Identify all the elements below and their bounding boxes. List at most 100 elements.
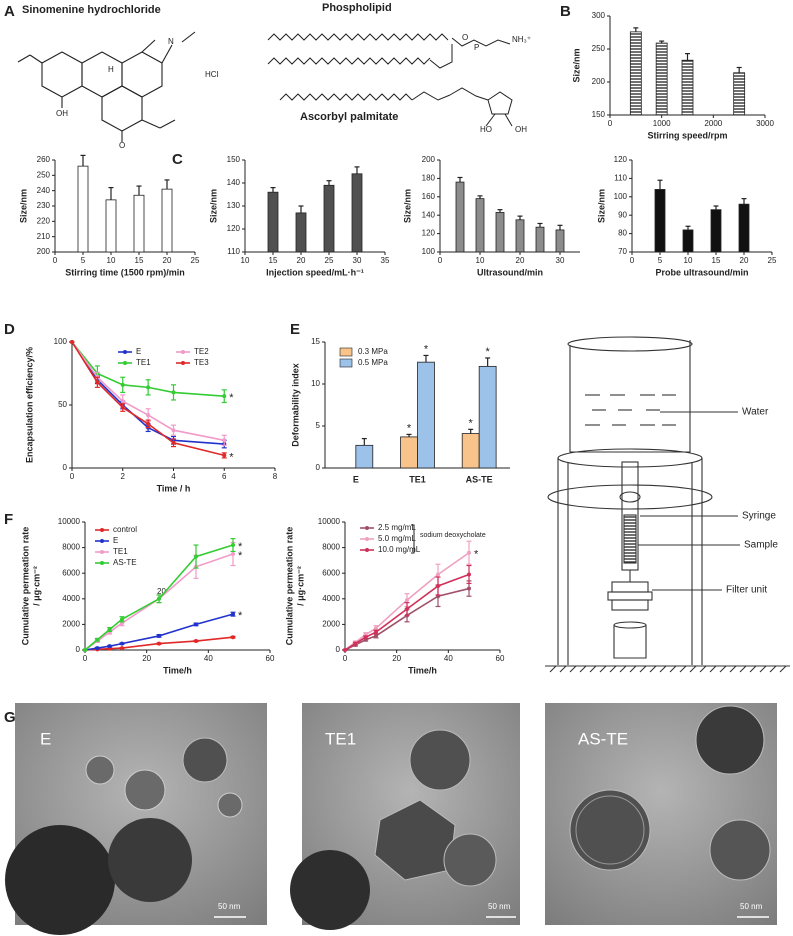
- micrograph: [108, 818, 192, 902]
- y-tick-label: 90: [618, 210, 627, 219]
- y-tick-label: 10000: [318, 517, 341, 526]
- micrograph: [85, 755, 115, 785]
- marker: [467, 572, 471, 577]
- sinomenine-structure: [41, 51, 83, 98]
- x-tick-label: 20: [297, 256, 306, 265]
- legend-marker: [365, 537, 369, 541]
- bar: [478, 365, 497, 469]
- marker: [374, 630, 378, 635]
- x-tick-label: 20: [516, 256, 525, 265]
- y-axis-label: Cumulative permeation rate: [284, 527, 294, 646]
- y-tick-label: 8000: [62, 543, 80, 552]
- micrograph: [709, 819, 771, 881]
- y-tick-label: 100: [54, 337, 68, 346]
- apparatus-drawing: [613, 625, 647, 659]
- y-tick-label: 0: [63, 463, 68, 472]
- micrograph: [182, 737, 228, 783]
- x-tick-label: 0: [438, 256, 443, 265]
- x-tick-label: TE1: [409, 474, 426, 484]
- micrograph: [575, 795, 645, 865]
- marker: [231, 543, 235, 548]
- annotation: 20: [157, 587, 166, 596]
- apparatus-drawing: [545, 336, 790, 673]
- scale-label: 50 nm: [488, 902, 511, 911]
- x-tick-label: 1000: [653, 119, 671, 128]
- atom-label: O: [462, 33, 468, 42]
- micrograph-label: AS-TE: [578, 729, 628, 748]
- x-axis-label: Stirring time (1500 rpm)/min: [65, 267, 185, 277]
- bar: [323, 184, 335, 253]
- y-tick-label: 150: [227, 155, 241, 164]
- y-tick-label: 120: [614, 155, 628, 164]
- significance-mark: *: [229, 392, 234, 404]
- panel-label: A: [4, 3, 15, 20]
- sinomenine-structure: [161, 44, 173, 64]
- x-tick-label: 20: [142, 654, 151, 663]
- marker: [171, 428, 176, 433]
- y-tick-label: 140: [227, 178, 241, 187]
- y-tick-label: 250: [37, 170, 51, 179]
- marker: [107, 627, 112, 632]
- apparatus-label: Water: [742, 407, 769, 418]
- bar: [400, 436, 418, 469]
- atom-label: HO: [480, 125, 492, 134]
- micrograph-label: TE1: [325, 729, 356, 748]
- y-tick-label: 5: [316, 421, 321, 430]
- apparatus-drawing: [613, 621, 647, 629]
- y-tick-label: 100: [614, 192, 628, 201]
- x-tick-label: 2000: [704, 119, 722, 128]
- y-tick-label: 160: [422, 192, 436, 201]
- legend-label: TE3: [194, 358, 209, 367]
- bar: [738, 203, 750, 253]
- y-tick-label: 200: [592, 77, 606, 86]
- salt-label: HCl: [205, 70, 219, 79]
- micrograph: [124, 769, 166, 811]
- y-tick-label: 110: [614, 174, 627, 183]
- y-axis-label: / μg·cm⁻²: [295, 566, 305, 606]
- legend-label: AS-TE: [113, 558, 137, 567]
- sinomenine-structure: [17, 54, 31, 63]
- apparatus-drawing: [569, 340, 691, 453]
- marker: [222, 453, 227, 458]
- marker: [222, 438, 227, 443]
- bar: [351, 173, 363, 253]
- marker: [171, 440, 176, 445]
- panel-label: G: [4, 709, 16, 726]
- y-tick-label: 10000: [58, 517, 81, 526]
- legend-marker: [365, 548, 369, 552]
- micrograph: [5, 825, 115, 935]
- marker: [120, 641, 124, 646]
- marker: [120, 405, 125, 410]
- significance-mark: *: [238, 550, 243, 562]
- legend-bracket: [411, 524, 415, 554]
- bar: [682, 229, 694, 253]
- bar: [267, 191, 279, 253]
- y-tick-label: 140: [422, 210, 436, 219]
- sinomenine-structure: [81, 51, 123, 98]
- bar: [161, 188, 173, 253]
- legend-label: TE1: [136, 358, 151, 367]
- legend-label: TE2: [194, 347, 209, 356]
- x-tick-label: 4: [171, 472, 176, 481]
- legend-marker: [100, 550, 104, 554]
- y-axis-label: Size/nm: [402, 189, 412, 223]
- marker: [146, 421, 151, 426]
- lipid-structures: [504, 113, 513, 127]
- y-tick-label: 180: [422, 174, 436, 183]
- y-tick-label: 8000: [322, 543, 340, 552]
- marker: [194, 554, 198, 559]
- y-tick-label: 10: [311, 379, 320, 388]
- significance-mark: *: [424, 343, 429, 355]
- marker: [222, 394, 227, 399]
- marker: [231, 612, 235, 617]
- marker: [120, 646, 124, 651]
- atom-label: O: [119, 141, 125, 150]
- apparatus-label: Syringe: [742, 511, 776, 522]
- legend-label: 10.0 mg/mL: [378, 545, 421, 554]
- y-tick-label: 130: [227, 201, 241, 210]
- y-axis-label: Cumulative permeation rate: [20, 527, 30, 646]
- marker: [436, 572, 440, 577]
- bar: [355, 444, 374, 469]
- x-axis-label: Time/h: [408, 665, 437, 675]
